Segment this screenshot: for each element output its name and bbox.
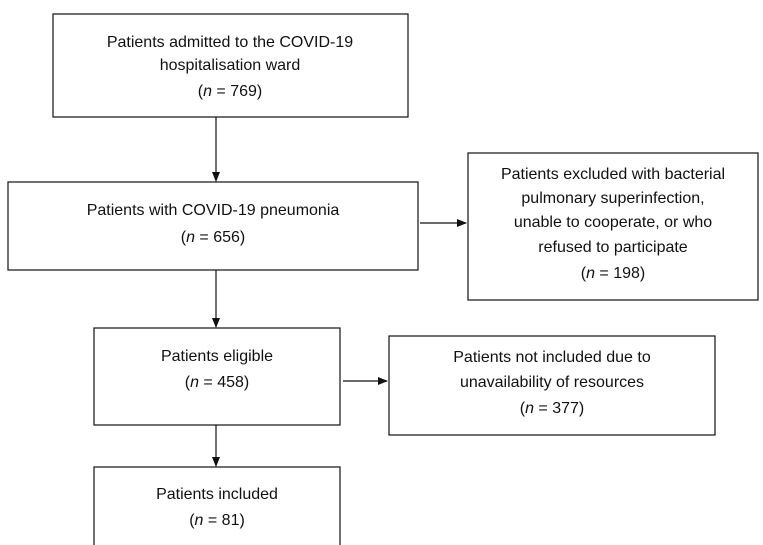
count-part: ( — [189, 512, 195, 529]
count-part: ( — [520, 400, 526, 417]
box — [467, 152, 759, 301]
box — [388, 335, 716, 436]
node-count: (n = 769) — [198, 83, 263, 100]
count-part: ( — [581, 265, 587, 282]
count-part: n — [186, 229, 195, 246]
count-part: = 81) — [203, 512, 244, 529]
node-count: (n = 656) — [181, 229, 246, 246]
box — [52, 13, 409, 118]
node-text: hospitalisation ward — [160, 57, 301, 74]
node-text: Patients included — [156, 486, 278, 503]
node-count: (n = 458) — [185, 374, 250, 391]
node-text: Patients eligible — [161, 348, 273, 365]
count-part: = 377) — [534, 400, 584, 417]
box — [7, 181, 419, 271]
box — [93, 327, 341, 426]
node-text: refused to participate — [538, 239, 688, 256]
count-part: = 198) — [595, 265, 645, 282]
count-part: n — [203, 83, 212, 100]
count-part: n — [190, 374, 199, 391]
node-count: (n = 198) — [581, 265, 646, 282]
node-count: (n = 377) — [520, 400, 585, 417]
node-text: unavailability of resources — [460, 374, 644, 391]
node-count: (n = 81) — [189, 512, 245, 529]
count-part: ( — [185, 374, 191, 391]
count-part: n — [195, 512, 204, 529]
node-text: Patients not included due to — [453, 349, 651, 366]
box — [93, 466, 341, 545]
node-text: pulmonary superinfection, — [521, 190, 704, 207]
count-part: = 769) — [212, 83, 262, 100]
count-part: = 458) — [199, 374, 249, 391]
node-text: unable to cooperate, or who — [514, 214, 712, 231]
count-part: n — [586, 265, 595, 282]
count-part: ( — [181, 229, 187, 246]
node-text: Patients with COVID-19 pneumonia — [87, 202, 340, 219]
count-part: n — [525, 400, 534, 417]
node-text: Patients excluded with bacterial — [501, 166, 725, 183]
node-text: Patients admitted to the COVID-19 — [107, 34, 353, 51]
count-part: = 656) — [195, 229, 245, 246]
count-part: ( — [198, 83, 204, 100]
